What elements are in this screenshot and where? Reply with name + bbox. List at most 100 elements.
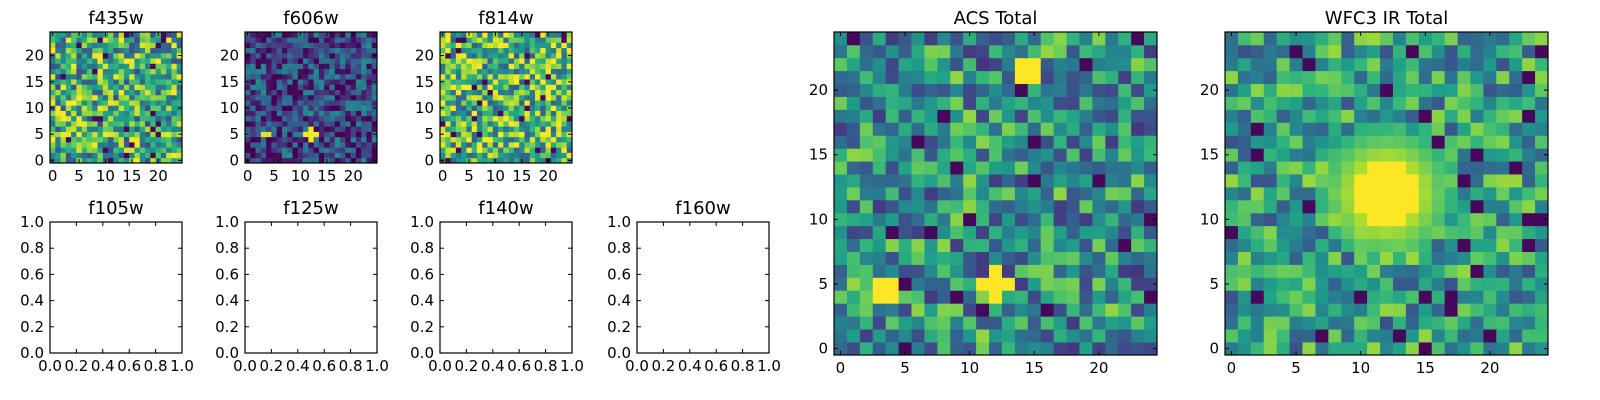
image-pixel [145, 105, 151, 111]
y-tick-label: 0.4 [215, 292, 239, 310]
image-pixel [65, 126, 72, 132]
image-pixel [535, 142, 541, 148]
image-pixel [108, 110, 114, 117]
image-pixel [50, 42, 56, 49]
image-pixel [102, 68, 109, 75]
image-pixel [508, 58, 515, 64]
image-pixel [345, 73, 351, 80]
image-pixel [911, 187, 925, 201]
image-pixel [445, 152, 451, 159]
image-pixel [1092, 329, 1106, 343]
image-pixel [297, 147, 304, 153]
image-pixel [86, 52, 93, 59]
image-pixel [937, 316, 951, 330]
image-pixel [859, 264, 874, 278]
image-pixel [1001, 44, 1016, 59]
y-tick-label: 0.2 [215, 318, 239, 336]
image-pixel [176, 142, 183, 148]
image-pixel [1354, 199, 1368, 214]
image-pixel [1535, 70, 1549, 85]
image-pixel [150, 110, 156, 117]
image-pixel [535, 105, 541, 111]
image-pixel [102, 126, 109, 132]
image-pixel [1014, 174, 1029, 188]
image-pixel [118, 131, 125, 138]
image-pixel [255, 136, 262, 143]
image-pixel [885, 238, 899, 252]
image-pixel [150, 147, 156, 153]
image-pixel [872, 70, 887, 85]
image-pixel [113, 52, 119, 59]
image-pixel [492, 142, 499, 148]
image-pixel [113, 152, 119, 159]
image-pixel [60, 105, 67, 111]
image-pixel [545, 100, 552, 106]
image-pixel [92, 52, 98, 59]
image-pixel [566, 47, 573, 54]
image-pixel [303, 110, 309, 117]
image-pixel [108, 73, 114, 80]
image-pixel [1457, 342, 1471, 356]
image-pixel [176, 58, 183, 64]
image-pixel [450, 126, 457, 132]
image-pixel [529, 84, 536, 90]
image-pixel [1225, 148, 1239, 162]
image-pixel [1225, 212, 1239, 227]
image-pixel [1250, 70, 1265, 85]
image-pixel [1522, 44, 1536, 59]
image-pixel [1066, 277, 1080, 291]
image-pixel [1066, 187, 1080, 201]
image-pixel [466, 142, 473, 148]
image-pixel [245, 58, 251, 64]
image-pixel [102, 79, 109, 85]
image-pixel [1118, 83, 1132, 97]
image-pixel [556, 94, 562, 101]
image-pixel [950, 83, 964, 97]
image-pixel [976, 264, 990, 278]
image-pixel [355, 68, 362, 75]
image-pixel [846, 238, 861, 252]
image-pixel [545, 52, 552, 59]
image-pixel [271, 131, 278, 138]
image-pixel [340, 37, 346, 43]
image-pixel [1250, 225, 1265, 240]
image-pixel [250, 52, 256, 59]
image-pixel [329, 42, 336, 49]
image-pixel [1302, 238, 1316, 252]
image-pixel [1341, 109, 1355, 123]
image-pixel [166, 47, 172, 54]
image-pixel [113, 126, 119, 132]
image-pixel [1027, 83, 1042, 97]
image-pixel [166, 147, 172, 153]
image-pixel [76, 100, 83, 106]
image-pixel [118, 126, 125, 132]
image-pixel [1276, 329, 1290, 343]
image-pixel [139, 147, 146, 153]
image-pixel [281, 126, 288, 132]
image-pixel [76, 42, 83, 49]
image-pixel [1276, 342, 1290, 356]
image-pixel [529, 42, 536, 49]
image-pixel [150, 84, 156, 90]
image-pixel [355, 89, 362, 96]
image-pixel [846, 122, 861, 136]
image-pixel [113, 47, 119, 54]
image-pixel [176, 110, 183, 117]
image-pixel [545, 42, 552, 49]
y-tick-label: 0.2 [20, 318, 44, 336]
image-pixel [81, 126, 88, 132]
image-pixel [160, 115, 167, 122]
image-pixel [102, 105, 109, 111]
image-pixel [155, 94, 162, 101]
image-pixel [340, 110, 346, 117]
image-pixel [1289, 212, 1303, 227]
image-pixel [1380, 342, 1394, 356]
image-pixel [1380, 70, 1394, 85]
image-pixel [1341, 225, 1355, 240]
image-pixel [1131, 303, 1145, 317]
image-pixel [118, 63, 125, 70]
image-pixel [976, 122, 990, 136]
image-pixel [324, 63, 330, 70]
image-pixel [160, 152, 167, 159]
image-pixel [65, 37, 72, 43]
